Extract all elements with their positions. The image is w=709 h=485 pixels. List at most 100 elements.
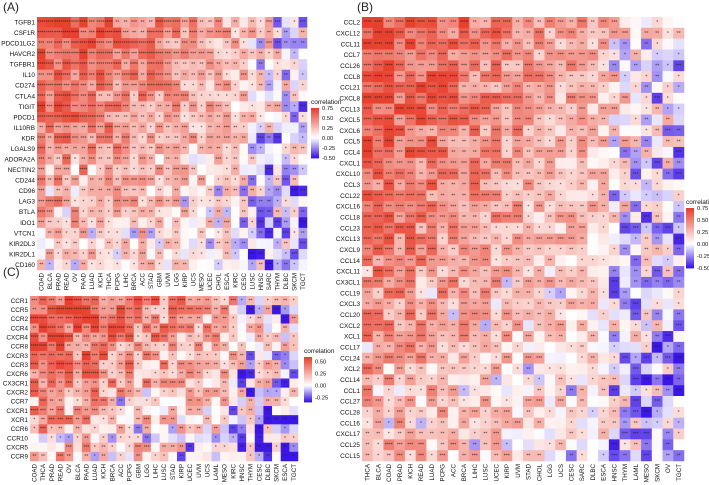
significance-mark: *	[284, 426, 286, 431]
row-label: CXCL1	[339, 160, 360, 167]
heatmap-cell	[96, 154, 105, 165]
heatmap-cell	[70, 185, 80, 197]
significance-mark: ***	[397, 52, 403, 57]
significance-mark: *	[158, 209, 160, 214]
heatmap-cell	[608, 38, 620, 50]
significance-mark: ****	[374, 63, 382, 68]
heatmap-cell	[533, 363, 545, 375]
significance-mark: *	[234, 83, 236, 88]
significance-mark: ***	[170, 325, 176, 330]
heatmap-cell	[662, 179, 674, 191]
heatmap-cell	[281, 90, 291, 102]
significance-mark: *	[624, 182, 626, 187]
heatmap-cell	[125, 406, 134, 416]
significance-mark: ****	[439, 150, 447, 155]
significance-mark: **	[569, 117, 573, 122]
significance-mark: ***	[525, 399, 531, 404]
significance-mark: ***	[258, 209, 264, 214]
heatmap-cell	[104, 217, 114, 229]
heatmap-cell	[62, 48, 71, 60]
significance-mark: ****	[96, 136, 104, 141]
significance-mark: **	[132, 220, 136, 225]
heatmap-cell	[281, 143, 291, 155]
heatmap-cell	[151, 424, 160, 434]
significance-mark: ****	[74, 325, 82, 330]
significance-mark: ****	[105, 104, 113, 109]
heatmap-cell	[298, 69, 308, 81]
significance-mark: **	[634, 442, 638, 447]
heatmap-cell	[222, 217, 232, 229]
significance-mark: *	[613, 96, 615, 101]
significance-mark: *	[217, 220, 219, 225]
heatmap-cell	[138, 38, 147, 49]
significance-mark: *	[163, 298, 165, 303]
significance-mark: ***	[611, 453, 617, 458]
heatmap-cell	[205, 80, 215, 92]
heatmap-cell	[256, 111, 266, 123]
significance-mark: *	[388, 420, 390, 425]
significance-mark: ***	[429, 301, 435, 306]
significance-mark: ***	[258, 220, 264, 225]
significance-mark: **	[145, 316, 149, 321]
significance-mark: ***	[665, 128, 671, 133]
significance-mark: ****	[471, 161, 479, 166]
significance-mark: *	[74, 262, 76, 267]
significance-mark: ***	[300, 188, 306, 193]
significance-mark: *	[172, 353, 174, 358]
heatmap-cell	[138, 111, 147, 123]
heatmap-cell	[205, 90, 215, 102]
significance-mark: ***	[547, 171, 553, 176]
significance-mark: **	[301, 30, 305, 35]
heatmap-cell	[247, 17, 257, 28]
heatmap-cell	[155, 59, 164, 70]
heatmap-cell	[272, 314, 281, 324]
significance-mark: *	[603, 410, 605, 415]
significance-mark: ****	[56, 362, 64, 367]
heatmap-cell	[256, 69, 266, 81]
significance-mark: ***	[190, 41, 196, 46]
significance-mark: *	[463, 345, 465, 350]
heatmap-cell	[138, 132, 147, 144]
heatmap-cell	[290, 185, 299, 197]
significance-mark: ***	[515, 106, 521, 111]
significance-mark: **	[233, 157, 237, 162]
significance-mark: ****	[363, 150, 371, 155]
heatmap-cell	[73, 451, 83, 462]
significance-mark: **	[473, 150, 477, 155]
heatmap-cell	[172, 111, 181, 123]
significance-mark: ****	[46, 62, 54, 67]
heatmap-cell	[222, 122, 232, 134]
legend-gradient-step	[311, 130, 319, 133]
significance-mark: **	[580, 74, 584, 79]
heatmap-cell	[185, 415, 195, 425]
significance-mark: ****	[37, 146, 45, 151]
row-label: CCL24	[340, 355, 360, 362]
significance-mark: **	[516, 63, 520, 68]
significance-mark: ****	[65, 362, 73, 367]
significance-mark: ***	[386, 106, 392, 111]
significance-mark: ***	[300, 20, 306, 25]
heatmap-cell	[280, 332, 290, 343]
significance-mark: **	[214, 307, 218, 312]
heatmap-cell	[79, 238, 88, 250]
heatmap-cell	[598, 396, 610, 408]
significance-mark: ***	[472, 247, 478, 252]
heatmap-cell	[79, 111, 88, 123]
heatmap-cell	[197, 217, 206, 229]
heatmap-cell	[447, 406, 459, 418]
heatmap-cell	[458, 49, 470, 61]
significance-mark: *	[77, 353, 79, 358]
significance-mark: *	[158, 136, 160, 141]
significance-mark: ***	[80, 104, 86, 109]
significance-mark: ***	[170, 316, 176, 321]
heatmap-cell	[96, 175, 105, 186]
significance-mark: ****	[492, 41, 500, 46]
significance-mark: ****	[134, 298, 142, 303]
heatmap-cell	[555, 417, 567, 429]
significance-mark: ***	[274, 20, 280, 25]
significance-mark: **	[98, 178, 102, 183]
significance-mark: *	[560, 247, 562, 252]
significance-mark: *	[163, 371, 165, 376]
significance-mark: **	[200, 146, 204, 151]
significance-mark: ****	[406, 280, 414, 285]
